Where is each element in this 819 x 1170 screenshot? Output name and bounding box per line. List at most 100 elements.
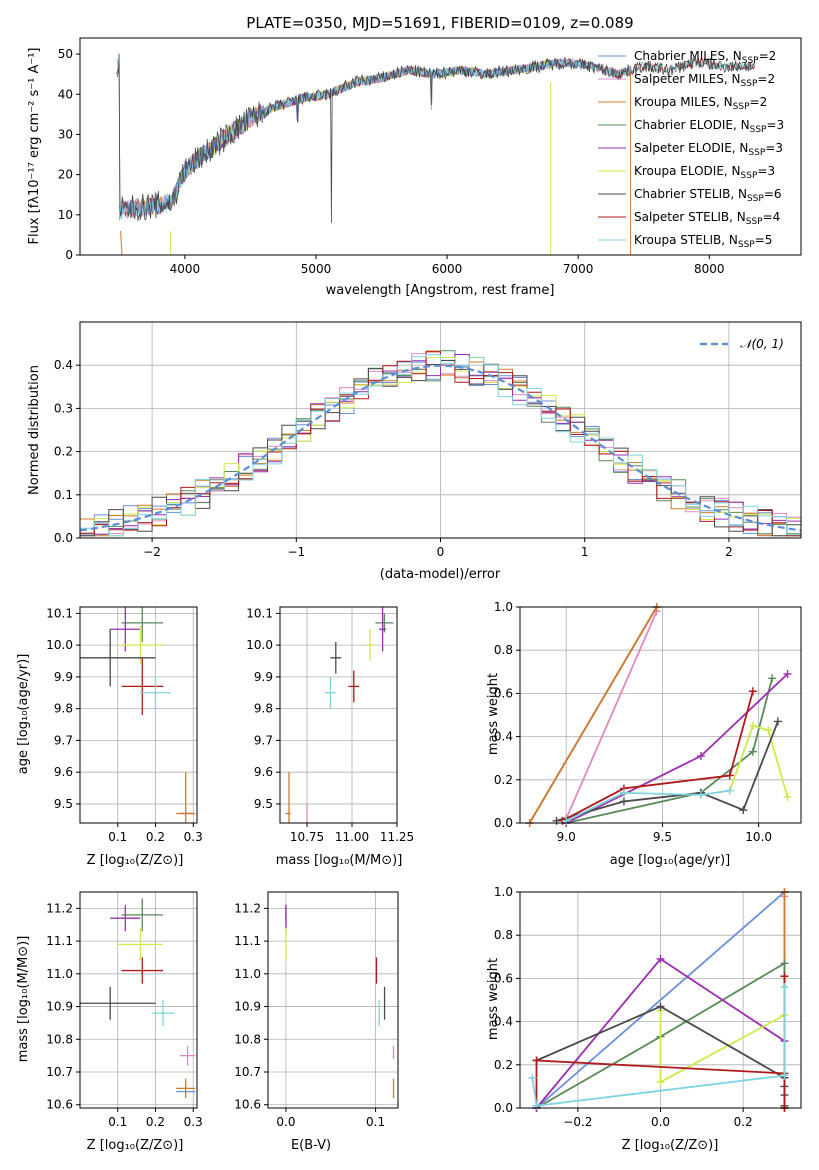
legend-label: Salpeter STELIB, NSSP=4 bbox=[634, 210, 780, 227]
legend-label-sub: SSP bbox=[733, 102, 750, 112]
x-tick-label: 0.2 bbox=[146, 830, 165, 844]
weight-marker bbox=[725, 771, 734, 780]
legend-label-sub: SSP bbox=[741, 171, 758, 181]
y-tick-label: 11.1 bbox=[46, 934, 73, 948]
axes-border bbox=[279, 606, 398, 824]
legend-label: Kroupa STELIB, NSSP=5 bbox=[634, 233, 772, 250]
small-panels: Z [log₁₀(Z/Z⊙)] age [log₁₀(age/yr)] mass… bbox=[16, 654, 730, 1153]
weight-marker bbox=[619, 797, 628, 806]
errorbars-age_vs_mass bbox=[285, 607, 394, 823]
normal-curve bbox=[80, 364, 801, 532]
x-tick-label: 10.0 bbox=[745, 830, 772, 844]
spectrum-panel: PLATE=0350, MJD=51691, FIBERID=0109, z=0… bbox=[27, 14, 634, 298]
weight-z-ylabel: mass weight bbox=[486, 958, 501, 1040]
y-tick-label: 11.1 bbox=[234, 934, 261, 948]
residual-ylabel: Normed distribution bbox=[27, 365, 42, 495]
x-tick-label: 2 bbox=[725, 545, 733, 559]
y-tick-label: 11.0 bbox=[234, 967, 261, 981]
weight-marker bbox=[656, 954, 665, 963]
errorbar-point bbox=[121, 957, 164, 984]
x-tick-label: 1 bbox=[581, 545, 589, 559]
histogram-kroupa-stelib bbox=[80, 354, 801, 537]
legend-label-main: Salpeter STELIB, N bbox=[634, 210, 746, 224]
y-tick-label: 0.8 bbox=[494, 928, 513, 942]
weight-age-xlabel: age [log₁₀(age/yr)] bbox=[610, 853, 731, 868]
y-tick-label: 0.4 bbox=[54, 358, 73, 372]
x-tick-label: 0.2 bbox=[146, 1115, 165, 1129]
errorbar-point bbox=[110, 905, 141, 932]
weight-marker bbox=[780, 972, 789, 981]
mass-ebv-xlabel: E(B-V) bbox=[291, 1138, 331, 1153]
axes-residuals: −2 −1 0 1 2 0.0 0.1 0.2 0.3 0.4 bbox=[54, 322, 801, 559]
residual-panel: (data-model)/error Normed distribution bbox=[27, 365, 501, 582]
legend-label-sub: SSP bbox=[741, 79, 758, 89]
y-tick-label: 9.8 bbox=[254, 702, 273, 716]
legend-label-tail: =3 bbox=[765, 141, 783, 155]
x-tick-label: 0 bbox=[437, 545, 445, 559]
legend-label: Salpeter ELODIE, NSSP=3 bbox=[634, 141, 783, 158]
weight-line-kroupa-stelib bbox=[531, 987, 786, 1107]
x-tick-label: 0.0 bbox=[651, 1115, 670, 1129]
errorbar-point bbox=[325, 676, 336, 709]
weight-marker bbox=[780, 1071, 789, 1080]
y-tick-label: 0.0 bbox=[54, 531, 73, 545]
x-tick-label: 10.75 bbox=[290, 830, 324, 844]
legend-label: Salpeter MILES, NSSP=2 bbox=[634, 72, 775, 89]
y-tick-label: 0.2 bbox=[494, 773, 513, 787]
legend-label: Kroupa MILES, NSSP=2 bbox=[634, 95, 767, 112]
x-tick-label: 7000 bbox=[563, 262, 594, 276]
y-tick-label: 0.4 bbox=[494, 1015, 513, 1029]
y-tick-label: 9.5 bbox=[54, 797, 73, 811]
weight-marker bbox=[748, 721, 757, 730]
x-tick-label: 8000 bbox=[694, 262, 725, 276]
weight-marker bbox=[783, 669, 792, 678]
legend-label-main: Chabrier ELODIE, N bbox=[634, 118, 750, 132]
y-tick-label: 10.0 bbox=[46, 638, 73, 652]
weight-line-salpeter-miles bbox=[565, 610, 658, 820]
errorbar-point bbox=[121, 607, 164, 642]
y-tick-label: 10.0 bbox=[246, 638, 273, 652]
y-tick-label: 0.4 bbox=[494, 730, 513, 744]
y-tick-label: 0.6 bbox=[494, 971, 513, 985]
legend-label-tail: =2 bbox=[757, 72, 775, 86]
errorbar-point bbox=[110, 607, 141, 652]
x-tick-label: 4000 bbox=[170, 262, 201, 276]
y-tick-label: 10.6 bbox=[46, 1098, 73, 1112]
errorbars-mass_vs_EBV bbox=[285, 905, 395, 1099]
y-tick-label: 10 bbox=[58, 208, 73, 222]
legend-label-tail: =5 bbox=[755, 233, 773, 247]
y-tick-label: 0.1 bbox=[54, 488, 73, 502]
weight-marker bbox=[739, 806, 748, 815]
errorbars-mass_vs_Z bbox=[80, 898, 196, 1099]
x-tick-label: 0.1 bbox=[108, 830, 127, 844]
x-tick-label: 9.0 bbox=[557, 830, 576, 844]
weight-line-kroupa-stelib bbox=[565, 789, 730, 822]
x-tick-label: 11.25 bbox=[380, 830, 414, 844]
errorbar-point bbox=[180, 1045, 196, 1066]
weight-marker bbox=[768, 674, 777, 683]
legend-label: Chabrier STELIB, NSSP=6 bbox=[634, 187, 782, 204]
spectrum-ylabel: Flux [fλ10⁻¹⁷ erg cm⁻² s⁻¹ A⁻¹] bbox=[27, 48, 42, 245]
spectrum-xlabel: wavelength [Angstrom, rest frame] bbox=[326, 283, 555, 298]
weight-line-kroupa-elodie bbox=[728, 724, 789, 798]
x-tick-label: 0.0 bbox=[276, 1115, 295, 1129]
lines-weight_vs_Z bbox=[528, 888, 789, 1112]
y-tick-label: 0.2 bbox=[494, 1058, 513, 1072]
errorbar-point bbox=[348, 670, 360, 703]
legend-label-tail: =4 bbox=[763, 210, 781, 224]
age-z-xlabel: Z [log₁₀(Z/Z⊙)] bbox=[87, 853, 184, 868]
weight-marker bbox=[532, 1056, 541, 1065]
y-tick-label: 0.2 bbox=[54, 445, 73, 459]
axes-spectrum: 4000 5000 6000 7000 8000 0 10 20 30 40 50 bbox=[58, 47, 725, 276]
legend-label-tail: =3 bbox=[757, 164, 775, 178]
edge-artefact bbox=[120, 230, 123, 255]
y-tick-label: 10.1 bbox=[246, 606, 273, 620]
y-tick-label: 0 bbox=[65, 248, 73, 262]
y-tick-label: 30 bbox=[58, 127, 73, 141]
legend-label: Chabrier ELODIE, NSSP=3 bbox=[634, 118, 784, 135]
x-tick-label: 0.3 bbox=[184, 1115, 203, 1129]
axes-border bbox=[79, 37, 802, 256]
legend-label-tail: =2 bbox=[759, 49, 777, 63]
y-tick-label: 9.7 bbox=[254, 733, 273, 747]
legend-label-main: Kroupa ELODIE, N bbox=[634, 164, 741, 178]
